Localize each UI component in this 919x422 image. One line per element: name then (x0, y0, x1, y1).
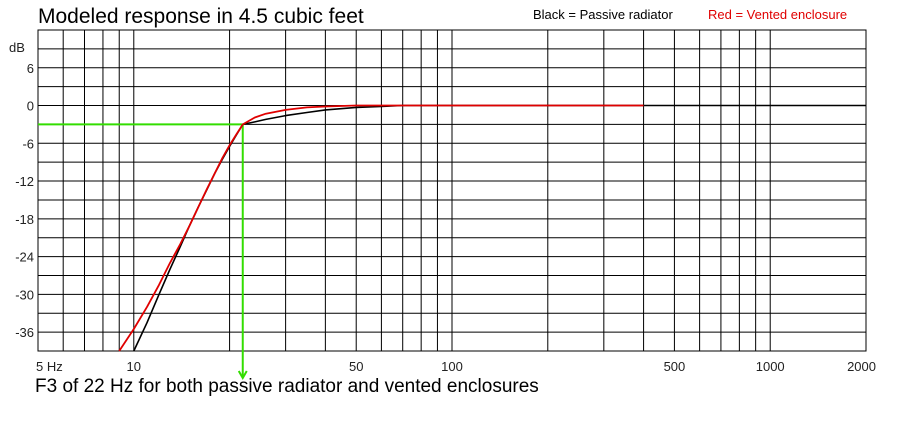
x-tick-label: 10 (127, 359, 141, 374)
f3-annotation (38, 123, 248, 381)
y-tick-label: 6 (27, 61, 34, 76)
grid (37, 29, 867, 352)
legend-vented-enclosure: Red = Vented enclosure (708, 7, 847, 22)
x-tick-label: 1000 (756, 359, 785, 374)
y-tick-label: -24 (15, 250, 34, 265)
y-tick-label: -36 (15, 325, 34, 340)
x-tick-label: 50 (349, 359, 363, 374)
chart-title: Modeled response in 4.5 cubic feet (38, 5, 364, 28)
y-tick-label: -12 (15, 174, 34, 189)
series-lines (118, 104, 866, 352)
caption: F3 of 22 Hz for both passive radiator an… (35, 376, 539, 397)
x-tick-label: 2000 (847, 359, 876, 374)
y-tick-label: 0 (27, 99, 34, 114)
y-axis-label: dB (9, 40, 25, 55)
y-tick-label: -30 (15, 287, 34, 302)
y-tick-labels: 6 0 -6 -12 -18 -24 -30 -36 (15, 61, 34, 340)
x-tick-label: 5 Hz (36, 359, 63, 374)
x-tick-labels: 5 Hz 10 50 100 500 1000 2000 (36, 359, 876, 374)
y-tick-label: -6 (22, 136, 34, 151)
legend-passive-radiator: Black = Passive radiator (533, 7, 673, 22)
f3-arrowhead (237, 370, 248, 381)
y-tick-label: -18 (15, 212, 34, 227)
x-tick-label: 500 (664, 359, 686, 374)
x-tick-label: 100 (441, 359, 463, 374)
series-vented-enclosure-line (118, 104, 644, 352)
